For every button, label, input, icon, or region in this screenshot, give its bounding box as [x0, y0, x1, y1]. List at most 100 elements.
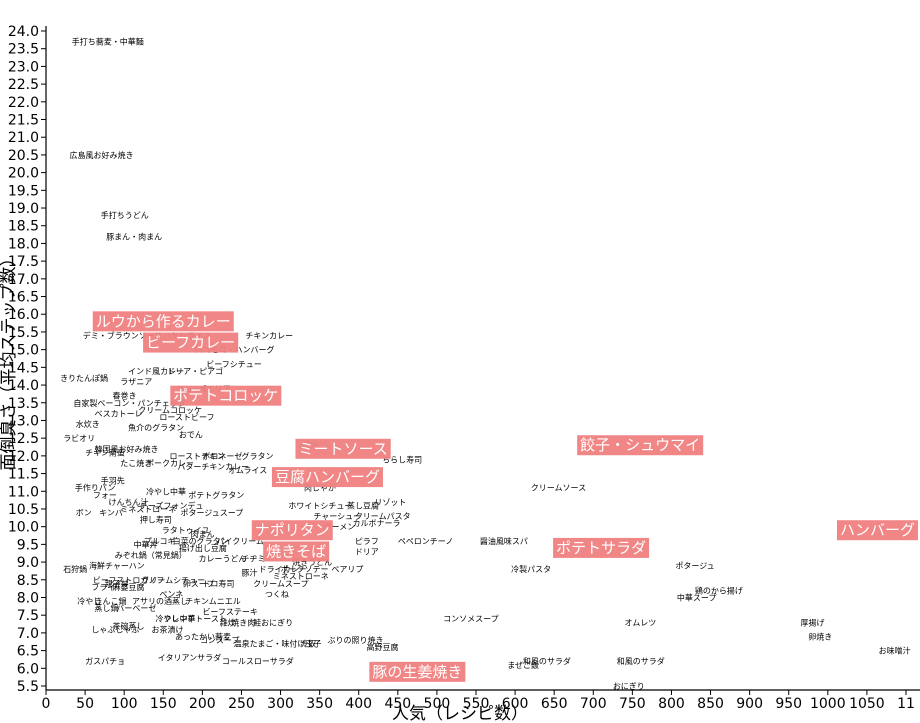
point-label: 水炊き [76, 419, 100, 429]
point-label: 魚介のグラタン [128, 423, 184, 433]
point-label: 雑炊 [220, 617, 236, 627]
y-tick-label: 21.5 [8, 113, 39, 129]
point-label: ガスパチョ [85, 656, 125, 666]
point-label: クリームコロッケ [138, 406, 202, 415]
highlight-marker: 焼きそば [263, 541, 330, 562]
point-label: ドリア [355, 547, 379, 556]
point-label: 海鮮チャーハン [89, 561, 145, 571]
point-label: きりたんぽ鍋 [60, 373, 108, 383]
point-label: イタリアンサラダ [158, 653, 221, 663]
point-label: パイクリーム [216, 537, 264, 546]
x-ticks: 0 50 100 150 200 250 300 350 400 450 500 550 600 650 7… [42, 690, 915, 712]
point-label: 春巻き [112, 391, 136, 401]
point-label: インド風カレー [128, 367, 184, 376]
point-label: 厚揚げ [800, 617, 824, 627]
point-label: ベスカトーレ [94, 409, 142, 418]
y-tick-label: 24.0 [8, 24, 39, 40]
point-label: バーベーゼ [116, 603, 156, 613]
highlight-label: ハンバーグ [840, 521, 915, 539]
point-label: カレーうどん [198, 555, 246, 564]
y-tick-label: 19.5 [8, 183, 39, 199]
x-tick-label: 100 [111, 696, 138, 712]
point-label: ペアリプ [331, 565, 363, 574]
point-label: グラタン [241, 451, 273, 461]
y-tick-label: 22.0 [8, 95, 39, 111]
x-tick-label: 500 [424, 696, 451, 712]
point-label: つくね [265, 590, 289, 599]
y-tick-label: 15.0 [8, 343, 39, 359]
highlight-box [263, 541, 330, 562]
highlight-label: ルウから作るカレー [96, 312, 231, 330]
point-label: チャーシュー [313, 512, 361, 521]
y-tick-label: 17.0 [8, 272, 39, 288]
point-label: ビーフストロガノフ [93, 575, 165, 585]
point-label: ボン [76, 509, 92, 518]
y-tick-label: 8.5 [17, 573, 39, 589]
point-label: ピラフ [355, 537, 379, 546]
highlight-label: ポテトコロッケ [173, 387, 278, 405]
y-tick-label: 23.5 [8, 42, 39, 58]
y-tick-label: 20.5 [8, 148, 39, 164]
highlight-box [170, 385, 282, 406]
point-label: コールスローサラダ [222, 656, 294, 666]
point-label: おにぎり [613, 681, 645, 691]
point-label: 豚汁 [241, 568, 257, 578]
highlight-box [577, 435, 704, 456]
highlight-box [836, 520, 918, 541]
point-label: ラザニア [120, 378, 152, 387]
y-tick-label: 17.5 [8, 254, 39, 270]
y-tick-label: 13.0 [8, 413, 39, 429]
point-label: ローストビーフ [159, 413, 214, 422]
point-label: 肉じゃが [304, 483, 336, 493]
point-label: 焼きうどん [292, 558, 332, 567]
y-tick-label: 14.5 [8, 360, 39, 376]
highlight-label: 餃子・シュウマイ [580, 436, 700, 454]
point-label: フォー [93, 491, 117, 500]
point-label: 冷奴 [300, 639, 316, 649]
x-tick-label: 600 [502, 696, 529, 712]
point-label: ポタージュ [675, 562, 714, 571]
point-label: みぞれ鍋（常見鍋） [115, 550, 187, 560]
highlight-marker: 餃子・シュウマイ [577, 435, 704, 456]
x-tick-label: 11 [897, 696, 915, 712]
point-label: 揚げ出し豆腐 [179, 543, 227, 553]
point-label: たこ焼き [120, 459, 152, 468]
point-label: ポテトグラタン [188, 490, 244, 500]
point-label: おでん [179, 431, 203, 440]
point-label: 高野豆腐 [367, 642, 399, 652]
point-label: 押し寿司 [140, 515, 172, 525]
point-label: 茶碗蒸し [112, 621, 144, 631]
y-tick-label: 13.5 [8, 396, 39, 412]
point-label: 蒸し鍋 [94, 603, 118, 613]
point-label: チヂミ [241, 555, 265, 564]
point-label: オムライス [228, 466, 267, 475]
point-label: 豚まん・肉まん [106, 231, 162, 241]
y-tick-label: 11.0 [8, 484, 39, 500]
point-label: クリームソース [531, 484, 586, 493]
y-tick-label: 6.0 [17, 661, 39, 677]
y-tick-label: 7.5 [17, 608, 39, 624]
x-tick-label: 750 [619, 696, 646, 712]
x-tick-label: 0 [42, 696, 51, 712]
point-label: クリームスープ [253, 579, 308, 588]
y-tick-label: 5.5 [17, 679, 39, 695]
point-labels: 手打ち蕎麦・中華麵広島風お好み焼き手打ちうどん豚まん・肉まんデミ・ブラウンソース… [60, 37, 911, 691]
point-label: ぶりの照り焼き [327, 636, 383, 645]
point-label: お茶漬け [152, 624, 184, 634]
point-label: ペンネ [159, 590, 183, 599]
point-label: 手打ち蕎麦・中華麵 [72, 37, 144, 47]
point-label: 肉まん [191, 529, 215, 539]
point-label: お味噌汁 [879, 646, 911, 656]
y-tick-label: 6.5 [17, 644, 39, 660]
y-tick-label: 12.5 [8, 431, 39, 447]
point-label: ペペロンチーノ [398, 537, 454, 546]
point-label: ビーフシチュー [206, 360, 262, 369]
x-tick-label: 700 [580, 696, 607, 712]
point-label: ラタトゥイユ [162, 526, 210, 535]
x-tick-label: 250 [228, 696, 255, 712]
highlight-marker: ポテトコロッケ [170, 385, 282, 406]
x-tick-label: 550 [463, 696, 490, 712]
highlight-marker: ルウから作るカレー [92, 311, 234, 332]
y-ticks: 5.56.06.57.07.58.08.59.09.510.010.511.01… [8, 24, 46, 695]
